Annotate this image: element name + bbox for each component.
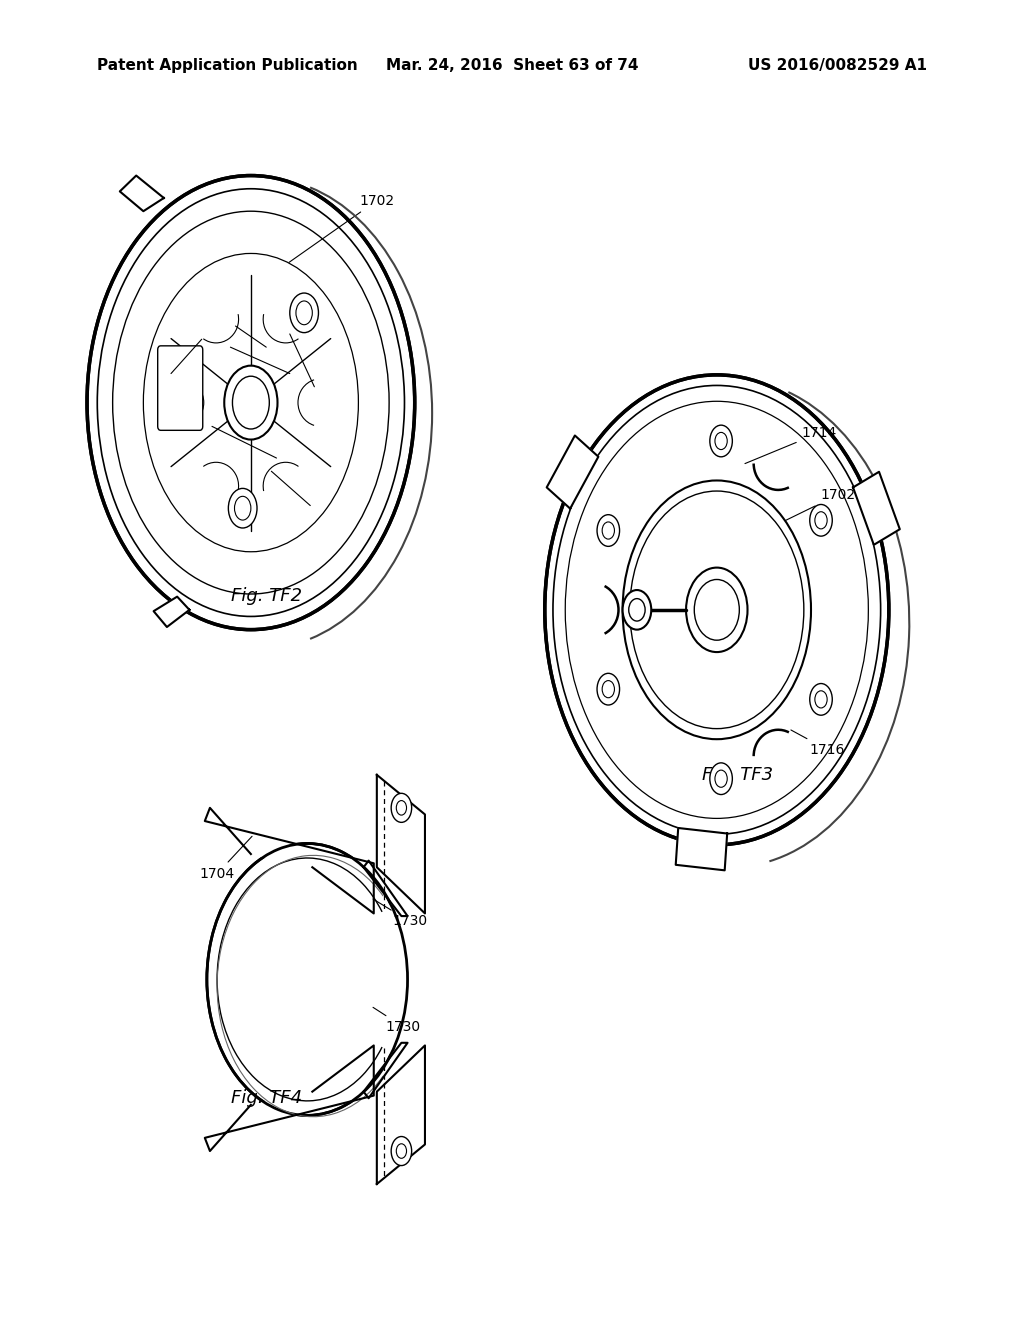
FancyBboxPatch shape bbox=[158, 346, 203, 430]
Ellipse shape bbox=[290, 293, 318, 333]
Ellipse shape bbox=[623, 480, 811, 739]
Ellipse shape bbox=[545, 375, 889, 845]
Text: 1716: 1716 bbox=[791, 730, 845, 756]
Polygon shape bbox=[377, 1045, 425, 1184]
Polygon shape bbox=[853, 471, 900, 545]
Text: Fig. TF2: Fig. TF2 bbox=[230, 587, 302, 606]
Ellipse shape bbox=[686, 568, 748, 652]
Text: Patent Application Publication: Patent Application Publication bbox=[97, 58, 358, 73]
Polygon shape bbox=[377, 775, 425, 913]
Polygon shape bbox=[205, 1045, 374, 1151]
Ellipse shape bbox=[224, 366, 278, 440]
Ellipse shape bbox=[391, 1137, 412, 1166]
Polygon shape bbox=[120, 176, 164, 211]
Text: Mar. 24, 2016  Sheet 63 of 74: Mar. 24, 2016 Sheet 63 of 74 bbox=[386, 58, 638, 73]
Ellipse shape bbox=[710, 425, 732, 457]
Ellipse shape bbox=[810, 504, 833, 536]
Text: 1702: 1702 bbox=[289, 194, 394, 263]
Ellipse shape bbox=[228, 488, 257, 528]
Ellipse shape bbox=[597, 673, 620, 705]
Polygon shape bbox=[205, 808, 374, 913]
Text: 1730: 1730 bbox=[373, 1007, 421, 1034]
Polygon shape bbox=[676, 828, 727, 870]
Ellipse shape bbox=[207, 843, 408, 1115]
Ellipse shape bbox=[87, 176, 415, 630]
Text: 1704: 1704 bbox=[200, 837, 252, 880]
Text: Fig. TF3: Fig. TF3 bbox=[701, 766, 773, 784]
Ellipse shape bbox=[597, 515, 620, 546]
Ellipse shape bbox=[810, 684, 833, 715]
Polygon shape bbox=[364, 861, 408, 916]
Text: Fig. TF4: Fig. TF4 bbox=[230, 1089, 302, 1107]
Polygon shape bbox=[547, 436, 598, 508]
Ellipse shape bbox=[623, 590, 651, 630]
Polygon shape bbox=[364, 1043, 408, 1098]
Text: US 2016/0082529 A1: US 2016/0082529 A1 bbox=[748, 58, 927, 73]
Text: 1730: 1730 bbox=[373, 899, 427, 928]
Ellipse shape bbox=[391, 793, 412, 822]
Text: 1714: 1714 bbox=[745, 426, 837, 463]
Polygon shape bbox=[154, 597, 189, 627]
Ellipse shape bbox=[710, 763, 732, 795]
Text: 1702: 1702 bbox=[772, 488, 855, 527]
